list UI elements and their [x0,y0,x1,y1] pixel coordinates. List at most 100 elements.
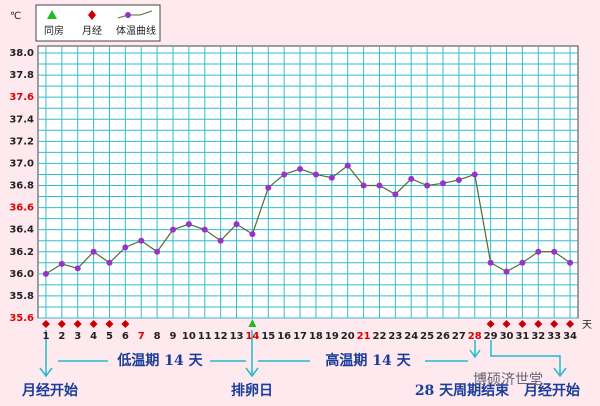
point [122,244,129,251]
point [297,165,304,172]
point [265,184,272,191]
menses-marker [534,320,543,328]
y-tick-label: 36.2 [9,247,34,258]
point [392,191,399,198]
x-tick-label: 28 [468,331,482,342]
menses-marker [89,320,98,328]
annotation: 排卵日 [231,382,273,399]
y-tick-label: 37.8 [9,70,34,81]
menses-marker [486,320,495,328]
annotation: 低温期 14 天 [116,352,203,369]
point [217,237,224,244]
x-tick-label: 6 [122,331,129,342]
x-tick-label: 24 [404,331,418,342]
y-tick-label: 37.2 [9,136,34,147]
x-tick-label: 3 [74,331,81,342]
x-tick-label: 9 [170,331,177,342]
x-tick-label: 23 [388,331,402,342]
x-tick-label: 8 [154,331,161,342]
legend-label: 同房 [44,24,64,37]
x-tick-label: 34 [563,331,577,342]
menses-marker [566,320,575,328]
legend-diamond [88,10,96,20]
point [154,248,161,255]
point [170,226,176,233]
point [138,237,145,244]
point [249,231,256,238]
point [408,175,415,182]
legend-box [35,4,161,42]
x-tick-label: 13 [230,331,244,342]
x-tick-label: 10 [182,331,196,342]
point [328,174,335,181]
arrow [469,340,481,359]
menses-marker [121,320,130,328]
point [376,182,383,189]
x-tick-label: 33 [547,331,561,342]
point [424,182,431,189]
point [455,176,462,183]
x-tick-label: 26 [436,331,450,342]
y-tick-label: 35.8 [9,291,34,302]
point [519,259,526,266]
y-tick-label: 36.6 [9,203,34,214]
y-tick-label: 37.0 [9,158,34,169]
y-tick-label: 36.4 [9,225,34,236]
y-tick-label: 36.8 [9,181,34,192]
x-tick-label: 25 [420,331,434,342]
menses-marker [41,320,50,328]
point [471,171,478,178]
arrow [245,330,259,378]
line [45,164,571,275]
arrow [490,340,567,378]
legend-dot [125,12,131,18]
point [42,270,49,277]
x-tick-label: 27 [452,331,466,342]
x-tick-label: 31 [515,331,529,342]
x-tick-label: 12 [214,331,228,342]
arrow [39,330,53,378]
x-tick-label: 18 [309,331,323,342]
menses-marker [57,320,66,328]
point [106,259,113,266]
point [360,182,367,189]
menses-marker [73,320,82,328]
x-tick-label: 30 [500,331,514,342]
x-tick-label: 7 [138,331,145,342]
menses-marker [502,320,511,328]
point [312,171,319,178]
point [201,226,208,233]
point [90,248,97,255]
point [487,259,494,266]
y-tick-label: 35.6 [9,313,34,324]
x-tick-label: 21 [357,331,371,342]
y-tick-label: 38.0 [9,48,34,59]
x-tick-label: 5 [106,331,113,342]
menses-marker [550,320,559,328]
point [74,265,81,272]
legend-label: 体温曲线 [116,24,156,37]
annotation: 月经开始 [21,382,78,399]
x-unit: 天 [582,320,592,331]
menses-marker [518,320,527,328]
point [233,221,240,228]
point [58,260,65,267]
x-tick-label: 22 [373,331,387,342]
legend-triangle [47,10,57,19]
x-tick-label: 2 [58,331,65,342]
legend-line [117,10,153,19]
x-tick-label: 32 [531,331,545,342]
y-tick-label: 37.6 [9,92,34,103]
x-tick-label: 11 [198,331,212,342]
x-tick-label: 15 [261,331,275,342]
annotation: 高温期 14 天 [325,352,411,369]
menses-marker [105,320,114,328]
point [185,221,192,228]
point [281,171,288,178]
x-tick-label: 14 [245,331,259,342]
point [567,259,574,266]
point [503,268,510,275]
y-tick-label: 36.0 [9,269,34,280]
annotation: 28 天周期结束 [415,382,510,399]
